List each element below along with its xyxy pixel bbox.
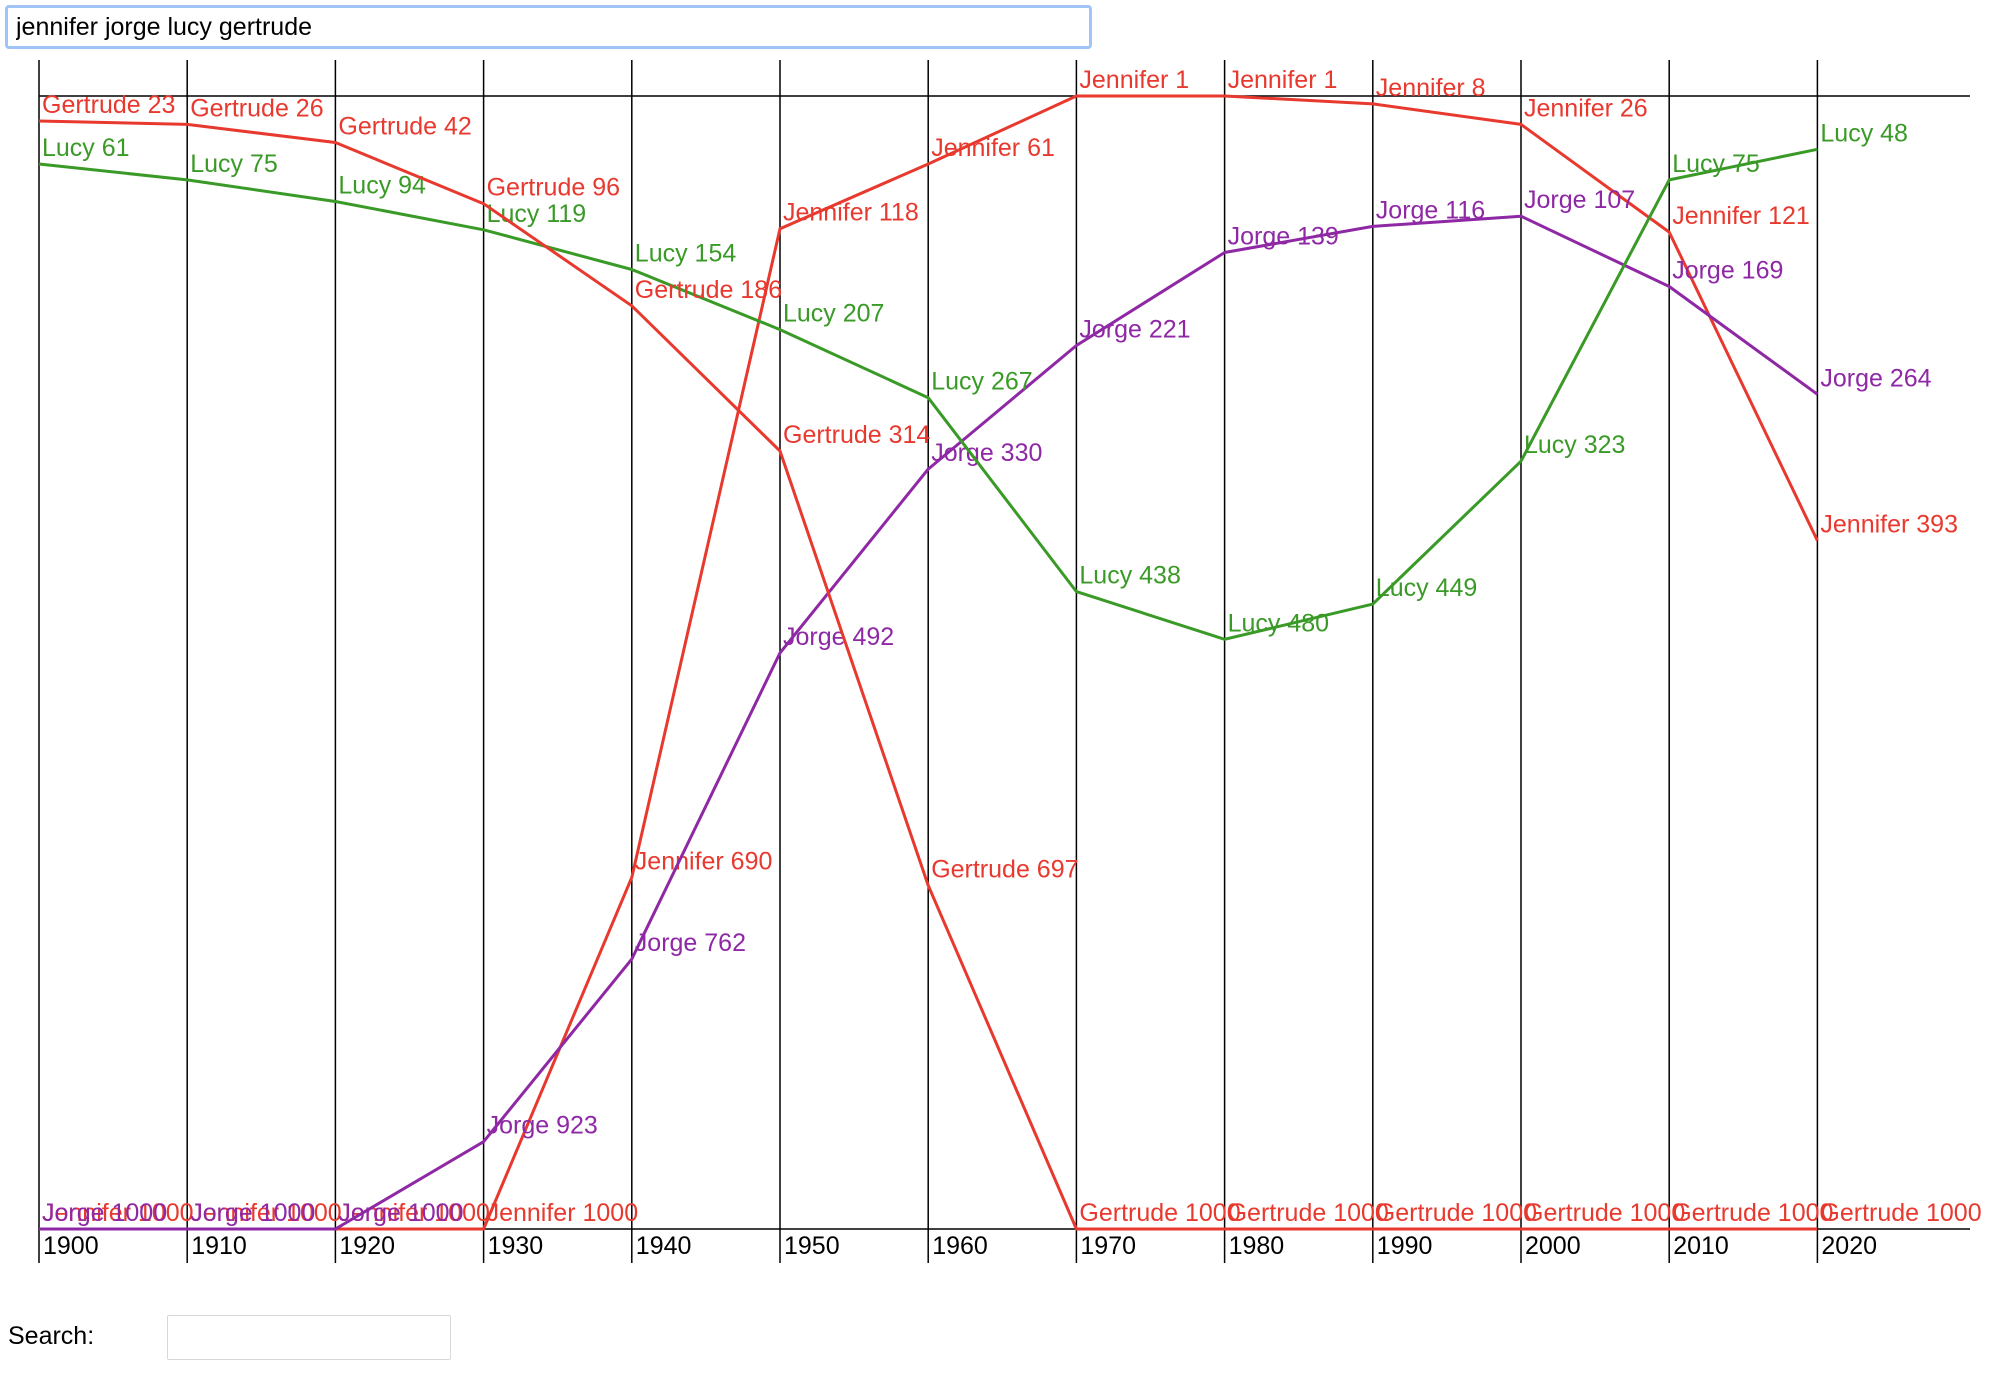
data-label-lucy-2010: Lucy 75: [1672, 150, 1760, 178]
data-label-gertrude-1910: Gertrude 26: [190, 94, 323, 122]
data-label-lucy-1900: Lucy 61: [42, 134, 130, 162]
data-label-gertrude-1920: Gertrude 42: [338, 112, 471, 140]
data-label-jorge-1910: Jorge 1000: [190, 1199, 315, 1227]
x-tick-label-1920: 1920: [339, 1232, 395, 1260]
data-label-jennifer-1950: Jennifer 118: [783, 199, 919, 227]
data-label-jennifer-1940: Jennifer 690: [635, 847, 773, 875]
x-tick-label-1910: 1910: [191, 1232, 247, 1260]
data-label-jennifer-1930: Jennifer 1000: [487, 1199, 639, 1227]
x-tick-label-1980: 1980: [1229, 1232, 1285, 1260]
x-tick-label-2010: 2010: [1673, 1232, 1729, 1260]
data-label-lucy-2020: Lucy 48: [1820, 119, 1908, 147]
data-label-lucy-1960: Lucy 267: [931, 368, 1032, 396]
data-label-jennifer-2020: Jennifer 393: [1820, 511, 1958, 539]
data-label-jorge-2010: Jorge 169: [1672, 257, 1783, 285]
data-label-gertrude-1930: Gertrude 96: [487, 174, 620, 202]
x-tick-label-2020: 2020: [1821, 1232, 1877, 1260]
search-label: Search:: [8, 1322, 95, 1350]
x-tick-label-1960: 1960: [932, 1232, 988, 1260]
series-line-gertrude: [38, 119, 1818, 1231]
data-label-lucy-1930: Lucy 119: [487, 200, 587, 228]
data-label-jennifer-1960: Jennifer 61: [931, 134, 1055, 162]
data-label-jorge-1990: Jorge 116: [1376, 196, 1485, 224]
data-label-jennifer-1970: Jennifer 1: [1079, 66, 1189, 94]
x-tick-label-1970: 1970: [1080, 1232, 1136, 1260]
data-label-gertrude-1960: Gertrude 697: [931, 855, 1078, 883]
x-tick-label-2000: 2000: [1525, 1232, 1581, 1260]
name-query-input[interactable]: [5, 5, 1092, 49]
data-label-jorge-1920: Jorge 1000: [338, 1199, 463, 1227]
x-tick-label-1930: 1930: [488, 1232, 544, 1260]
data-label-jennifer-2000: Jennifer 26: [1524, 94, 1648, 122]
data-label-lucy-1940: Lucy 154: [635, 240, 737, 268]
data-label-lucy-1980: Lucy 480: [1228, 609, 1329, 637]
data-label-jennifer-1990: Jennifer 8: [1376, 74, 1486, 102]
data-label-jorge-1900: Jorge 1000: [42, 1199, 167, 1227]
data-label-gertrude-2020: Gertrude 1000: [1820, 1199, 1981, 1227]
data-label-jorge-2020: Jorge 264: [1820, 364, 1931, 392]
x-tick-label-1950: 1950: [784, 1232, 840, 1260]
x-tick-label-1990: 1990: [1377, 1232, 1433, 1260]
search-input[interactable]: [167, 1315, 451, 1360]
data-label-gertrude-1940: Gertrude 186: [635, 276, 782, 304]
data-label-gertrude-2000: Gertrude 1000: [1524, 1199, 1685, 1227]
data-label-jennifer-1910: Jennifer 1000: [190, 1199, 342, 1227]
data-label-lucy-1990: Lucy 449: [1376, 574, 1477, 602]
data-label-gertrude-1990: Gertrude 1000: [1376, 1199, 1537, 1227]
data-label-gertrude-1980: Gertrude 1000: [1228, 1199, 1389, 1227]
data-label-lucy-2000: Lucy 323: [1524, 431, 1625, 459]
series-line-lucy: [38, 147, 1818, 641]
data-label-gertrude-2010: Gertrude 1000: [1672, 1199, 1833, 1227]
data-label-jennifer-1980: Jennifer 1: [1228, 66, 1338, 94]
data-label-jorge-1940: Jorge 762: [635, 929, 746, 957]
data-label-jorge-1960: Jorge 330: [931, 439, 1042, 467]
data-label-lucy-1910: Lucy 75: [190, 150, 278, 178]
data-label-lucy-1970: Lucy 438: [1079, 562, 1180, 590]
x-tick-label-1940: 1940: [636, 1232, 692, 1260]
data-label-jennifer-1900: Jennifer 1000: [42, 1199, 194, 1227]
data-label-gertrude-1900: Gertrude 23: [42, 91, 175, 119]
data-label-jorge-1980: Jorge 139: [1228, 223, 1339, 251]
name-rank-chart: 1900 1910 1920 1930 1940 1950 1960 1970 1980 1990…: [38, 60, 1982, 1263]
x-tick-label-1900: 1900: [43, 1232, 99, 1260]
data-label-jorge-2000: Jorge 107: [1524, 186, 1635, 214]
data-label-jorge-1970: Jorge 221: [1079, 316, 1190, 344]
data-label-jennifer-2010: Jennifer 121: [1672, 202, 1810, 230]
data-label-gertrude-1950: Gertrude 314: [783, 421, 930, 449]
data-label-jorge-1950: Jorge 492: [783, 623, 894, 651]
data-label-lucy-1920: Lucy 94: [338, 171, 426, 199]
data-label-gertrude-1970: Gertrude 1000: [1079, 1199, 1240, 1227]
series-line-jorge: [39, 214, 1819, 1231]
data-label-lucy-1950: Lucy 207: [783, 300, 884, 328]
data-label-jorge-1930: Jorge 923: [487, 1112, 598, 1140]
